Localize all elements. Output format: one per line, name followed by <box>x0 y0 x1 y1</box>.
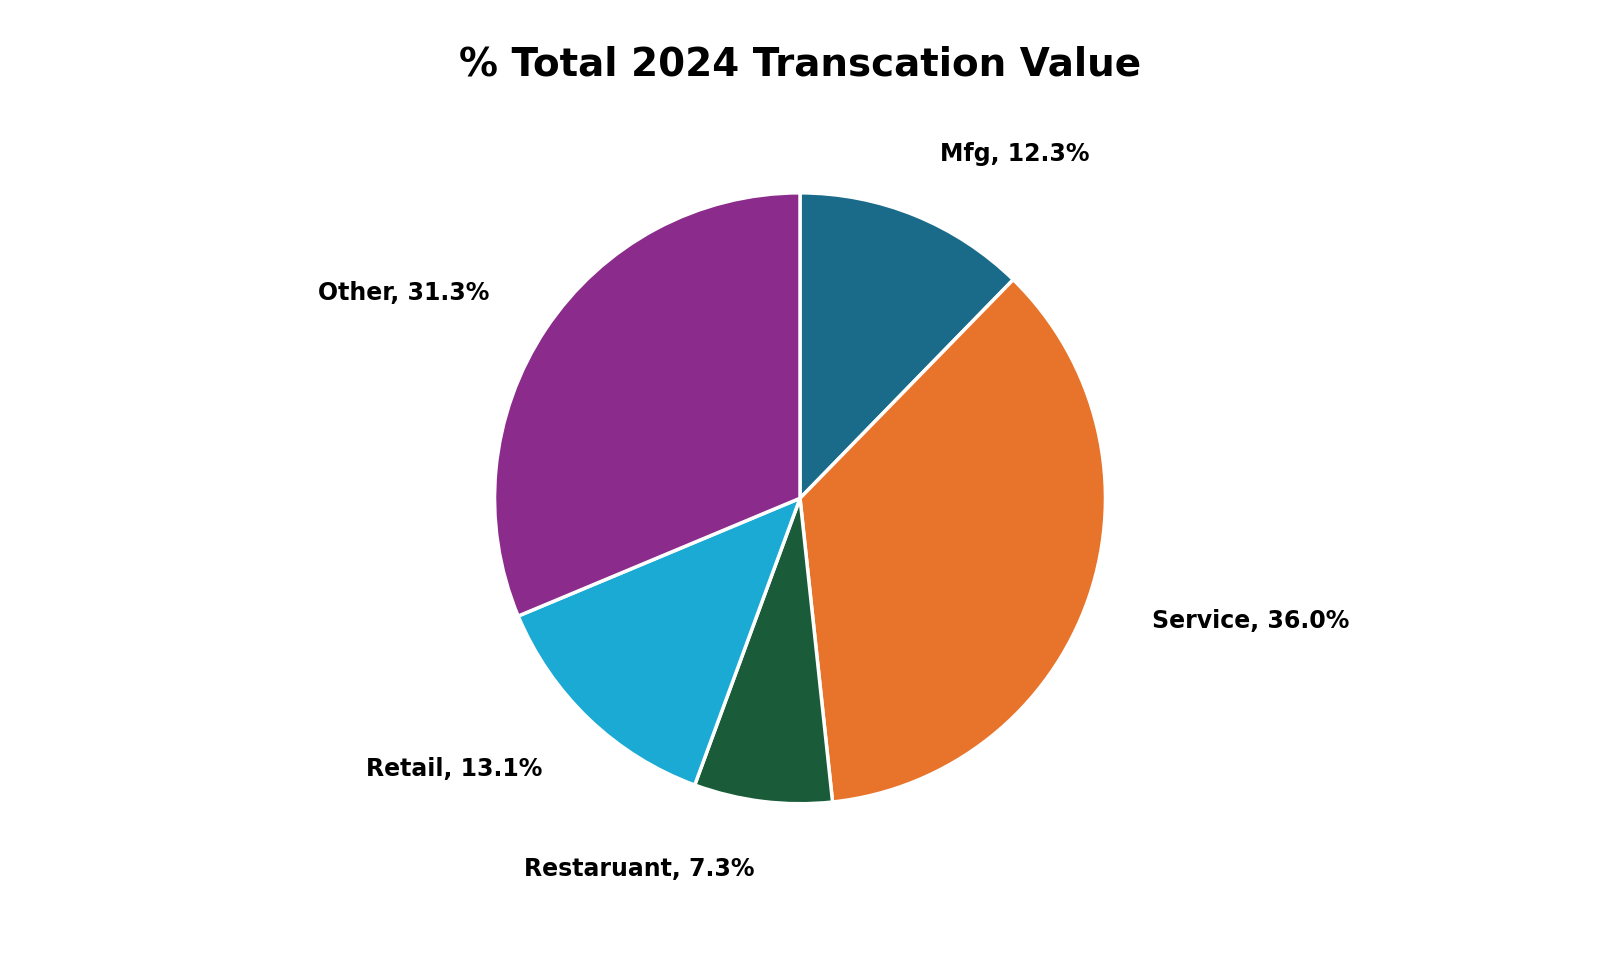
Title: % Total 2024 Transcation Value: % Total 2024 Transcation Value <box>459 46 1141 84</box>
Wedge shape <box>800 194 1013 499</box>
Wedge shape <box>518 499 800 785</box>
Text: Service, 36.0%: Service, 36.0% <box>1152 608 1349 633</box>
Text: Other, 31.3%: Other, 31.3% <box>318 281 490 304</box>
Wedge shape <box>694 499 832 804</box>
Wedge shape <box>494 194 800 616</box>
Wedge shape <box>800 281 1106 802</box>
Text: Mfg, 12.3%: Mfg, 12.3% <box>941 142 1090 166</box>
Text: Restaruant, 7.3%: Restaruant, 7.3% <box>523 857 755 880</box>
Text: Retail, 13.1%: Retail, 13.1% <box>366 756 542 779</box>
